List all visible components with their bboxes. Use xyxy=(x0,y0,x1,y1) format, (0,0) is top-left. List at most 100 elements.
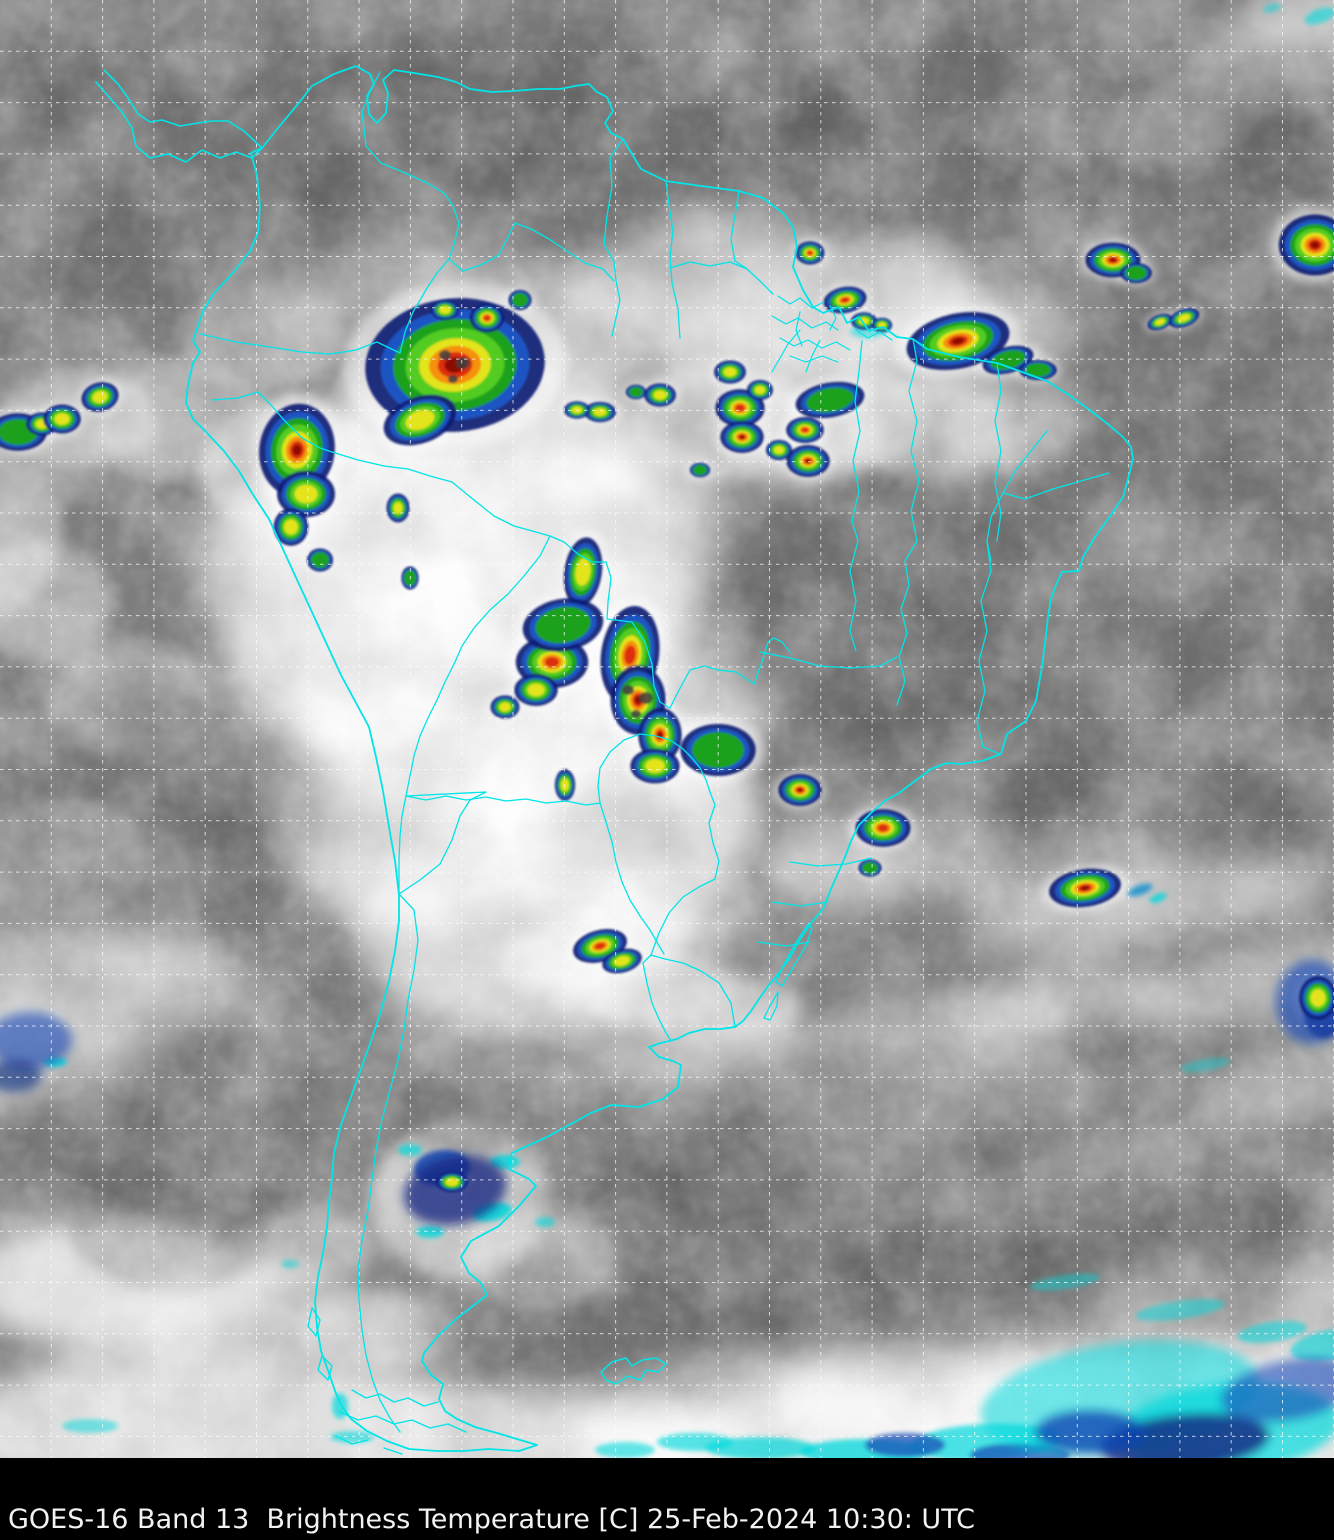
border-internal xyxy=(757,941,811,947)
border-internal xyxy=(462,222,615,282)
storm-cell xyxy=(689,462,711,478)
storm-cell xyxy=(786,445,830,477)
storm-cell xyxy=(490,695,520,719)
border-internal xyxy=(669,637,791,709)
storm-cell xyxy=(508,289,532,311)
storm-cell xyxy=(1085,242,1141,278)
border-internal xyxy=(650,791,720,956)
caption-bar: GOES-16 Band 13 Brightness Temperature [… xyxy=(0,1458,1334,1540)
border-internal xyxy=(994,362,1002,542)
storm-cell xyxy=(786,416,824,444)
storm-cell xyxy=(714,360,746,384)
storm-cell xyxy=(795,241,825,265)
storm-cell xyxy=(277,470,335,518)
border-internal xyxy=(361,71,464,272)
storm-cell xyxy=(386,493,410,523)
coastline-amazon-delta xyxy=(771,329,801,373)
border-internal xyxy=(789,857,873,867)
storm-cell xyxy=(906,311,1010,371)
border-internal xyxy=(896,540,918,706)
coastline-lagoon xyxy=(763,991,779,1021)
storm-cell xyxy=(306,548,334,572)
storm-cell xyxy=(1049,868,1121,908)
storm-cell xyxy=(823,286,867,314)
coastline-amazon-delta xyxy=(779,337,851,351)
border-internal xyxy=(357,893,419,1433)
storm-cell xyxy=(602,948,642,974)
border-internal xyxy=(599,802,665,955)
cold-cloud-layer-soft xyxy=(0,960,1334,1458)
coastline-tierra-del-fuego xyxy=(335,1435,369,1445)
border-internal xyxy=(398,661,456,895)
storm-cell-layer xyxy=(0,214,1334,1193)
coastline-amazon-delta xyxy=(789,355,839,363)
coastline-amazon-delta xyxy=(771,315,839,331)
coastline-tierra-del-fuego xyxy=(383,1447,403,1455)
coastline-falkland-islands xyxy=(600,1357,667,1385)
border-internal xyxy=(331,451,551,537)
border-internal xyxy=(211,391,333,453)
border-internal xyxy=(849,340,863,652)
border-internal xyxy=(665,180,681,339)
border-internal xyxy=(399,258,450,354)
storm-cell xyxy=(644,383,676,407)
storm-cell xyxy=(522,598,604,652)
coastline-tierra-del-fuego xyxy=(317,1355,333,1381)
coastline-south-america xyxy=(185,65,1134,1452)
storm-cell xyxy=(81,382,119,412)
storm-cell xyxy=(1147,313,1173,331)
storm-cell xyxy=(855,809,911,847)
storm-cell xyxy=(765,439,793,461)
storm-cell xyxy=(858,859,882,877)
coastline-amazon-delta xyxy=(855,329,893,341)
storm-cell xyxy=(365,298,545,432)
storm-cell xyxy=(515,635,589,689)
border-internal xyxy=(398,791,487,895)
storm-cell xyxy=(746,379,774,401)
border-internal xyxy=(771,901,829,907)
storm-cell xyxy=(469,303,505,333)
storm-cell xyxy=(1278,214,1334,276)
border-internal xyxy=(730,190,748,270)
coastline-central-america xyxy=(95,81,263,163)
storm-cell xyxy=(273,508,309,546)
storm-cell xyxy=(1299,976,1334,1020)
border-internal xyxy=(199,333,401,355)
coastline-tierra-del-fuego xyxy=(351,1389,439,1407)
coastline-central-america xyxy=(103,69,263,149)
storm-cell xyxy=(1120,262,1152,284)
storm-cell xyxy=(584,401,616,423)
coastline-amazon-delta xyxy=(829,305,837,331)
border-internal xyxy=(976,540,1001,755)
storm-cell xyxy=(43,404,81,434)
border-internal xyxy=(1002,472,1110,500)
storm-cell xyxy=(778,774,822,806)
storm-cell xyxy=(514,674,558,706)
coastline-tierra-del-fuego xyxy=(339,1411,467,1433)
border-internal xyxy=(759,651,898,669)
storm-cell xyxy=(638,707,682,763)
storm-cell xyxy=(383,394,457,446)
border-internal xyxy=(454,535,551,663)
border-internal xyxy=(597,733,711,804)
lat-lon-grid xyxy=(0,0,1334,1458)
satellite-image xyxy=(0,0,1334,1458)
storm-cell xyxy=(430,299,460,321)
satellite-map xyxy=(0,0,1334,1458)
storm-cell xyxy=(630,748,680,784)
border-internal xyxy=(908,338,920,542)
coastline-amazon-delta xyxy=(805,339,821,373)
coastline-amazon-delta xyxy=(795,311,803,347)
coastline-tierra-del-fuego xyxy=(307,1307,321,1337)
coastline-lagoon xyxy=(775,923,813,987)
border-internal xyxy=(549,535,671,709)
border-internal xyxy=(603,138,624,337)
storm-cell xyxy=(680,723,756,777)
storm-cell xyxy=(625,384,647,400)
border-internal xyxy=(669,261,774,295)
storm-cell xyxy=(554,769,576,801)
geo-borders xyxy=(95,65,1134,1455)
coastline-amazon-delta xyxy=(777,295,825,309)
storm-cell xyxy=(720,421,764,453)
storm-cell xyxy=(795,381,865,419)
